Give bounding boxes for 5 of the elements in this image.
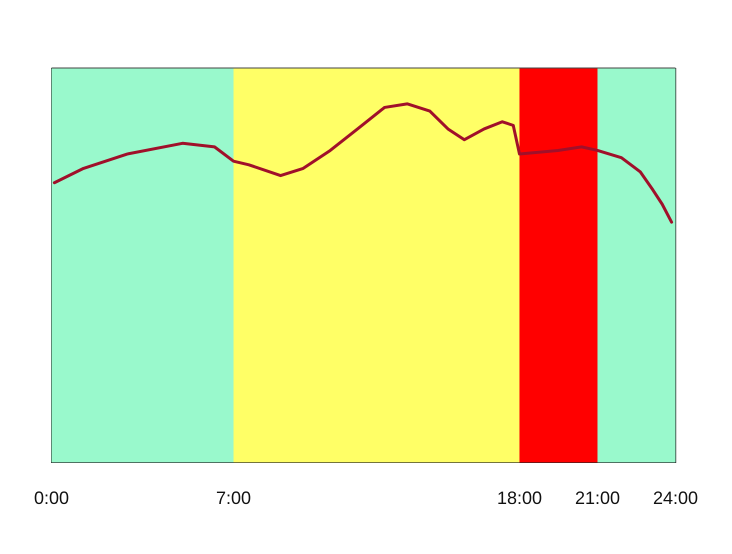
x-tick-label: 24:00: [652, 488, 698, 508]
x-tick-label: 21:00: [574, 488, 620, 508]
x-tick-label: 7:00: [216, 488, 252, 508]
x-tick-label: 18:00: [496, 488, 542, 508]
x-tick-label: 0:00: [34, 488, 70, 508]
